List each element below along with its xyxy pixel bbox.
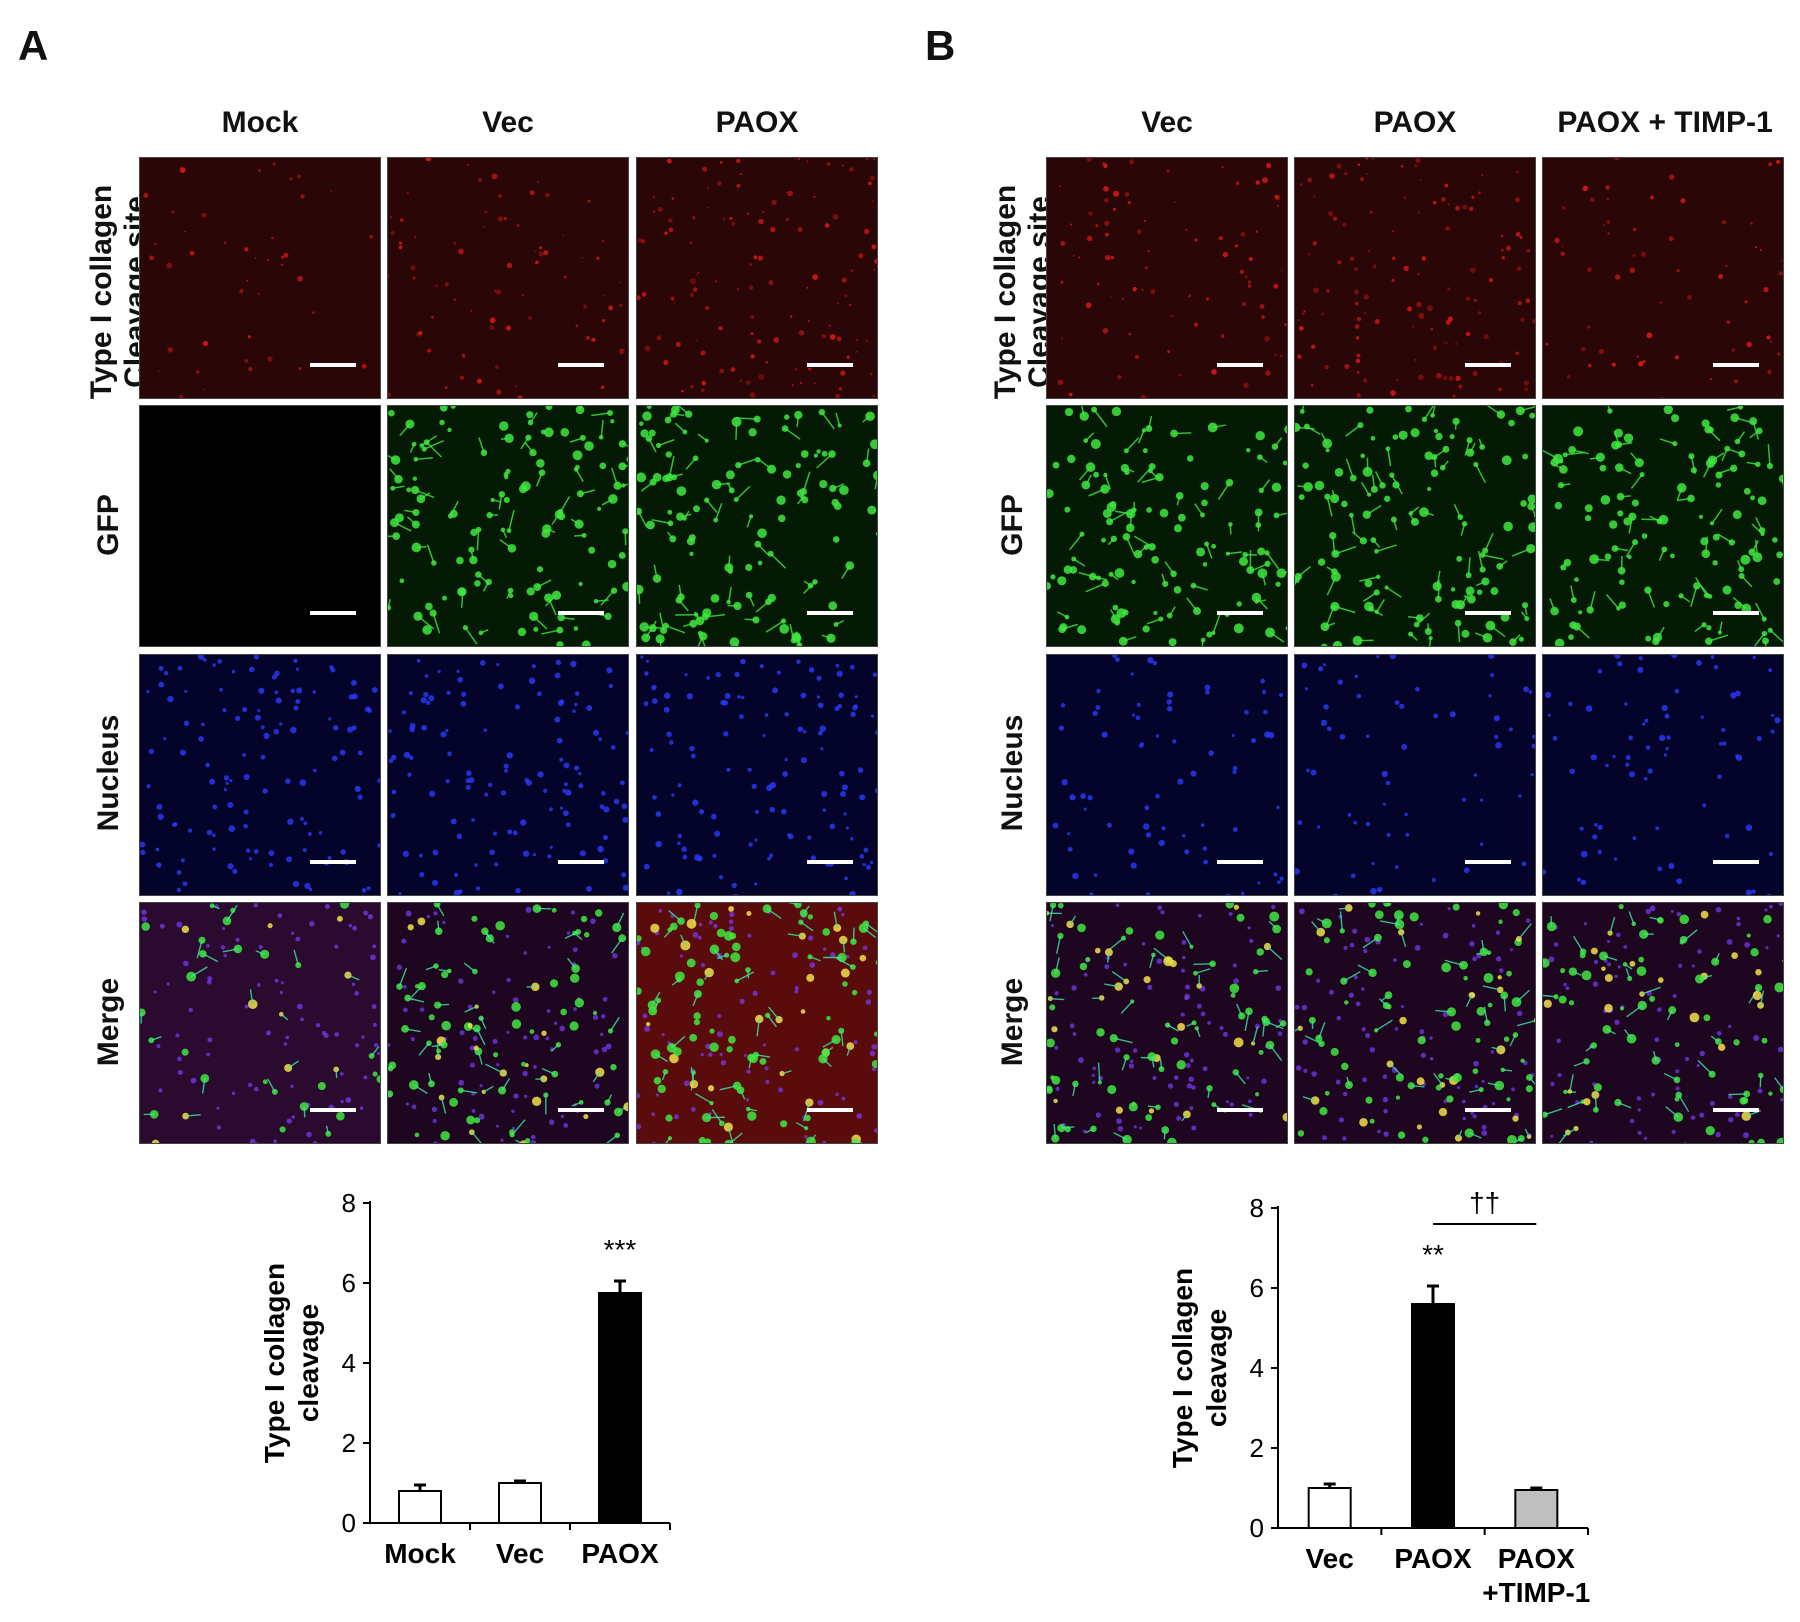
row-label-gfp: GFP — [92, 494, 125, 556]
panel-letter-a: A — [18, 22, 49, 69]
scale-bar — [1713, 611, 1759, 615]
y-tick-label: 0 — [1250, 1513, 1264, 1543]
scale-bar — [310, 1108, 356, 1112]
micrograph-tile — [387, 405, 629, 647]
row-label-line: Type I collagen — [989, 184, 1022, 400]
micrograph-tile — [1294, 654, 1536, 896]
y-tick-label: 4 — [342, 1348, 356, 1378]
y-tick-label: 8 — [342, 1188, 356, 1218]
scale-bar — [1713, 1108, 1759, 1112]
micrograph-tile — [139, 654, 381, 896]
y-tick-label: 4 — [1250, 1353, 1264, 1383]
scale-bar — [1465, 1108, 1511, 1112]
micrograph-tile — [1542, 157, 1784, 399]
significance-marker: *** — [604, 1234, 637, 1265]
y-tick-label: 6 — [1250, 1273, 1264, 1303]
scale-bar — [807, 611, 853, 615]
micrograph-tile — [387, 157, 629, 399]
column-header: PAOX — [1373, 106, 1457, 139]
scale-bar — [807, 860, 853, 864]
micrograph-tile — [139, 405, 381, 647]
column-header: Mock — [221, 106, 299, 139]
scale-bar — [558, 860, 604, 864]
micrograph-tile — [636, 405, 878, 647]
category-label: PAOX +TIMP-1 — [1482, 1543, 1590, 1608]
micrograph-tile — [636, 902, 878, 1144]
comparison-marker: †† — [1469, 1187, 1500, 1218]
y-tick-label: 0 — [342, 1508, 356, 1538]
category-label: PAOX — [581, 1538, 659, 1569]
micrograph-tile — [1294, 157, 1536, 399]
micrograph-tile — [387, 654, 629, 896]
bar — [1514, 1489, 1559, 1529]
micrograph-tile — [139, 157, 381, 399]
significance-marker: ** — [1422, 1239, 1444, 1270]
scale-bar — [1217, 860, 1263, 864]
row-label-merge: Merge — [92, 977, 125, 1067]
scale-bar — [1465, 363, 1511, 367]
scale-bar — [310, 611, 356, 615]
micrograph-tile — [1294, 405, 1536, 647]
y-tick-label: 2 — [1250, 1433, 1264, 1463]
bar-chart-a: 0 2 4 6 8 Type I collagen cleavage Mock Vec PAOX *… — [259, 1188, 671, 1569]
micrograph-tile — [1046, 405, 1288, 647]
scale-bar — [1217, 363, 1263, 367]
micrograph-tile — [1542, 654, 1784, 896]
scale-bar — [558, 363, 604, 367]
scale-bar — [310, 363, 356, 367]
bar — [1411, 1303, 1455, 1529]
micrograph-tile — [1294, 902, 1536, 1144]
y-axis-label: Type I collagen cleavage — [259, 1263, 324, 1463]
category-label: Vec — [496, 1538, 544, 1569]
micrograph-tile — [1046, 157, 1288, 399]
row-label-merge: Merge — [996, 977, 1029, 1067]
bar — [398, 1490, 442, 1524]
scale-bar — [1465, 611, 1511, 615]
micrograph-tile — [1046, 654, 1288, 896]
scale-bar — [807, 1108, 853, 1112]
scale-bar — [558, 611, 604, 615]
row-label-nucleus: Nucleus — [92, 714, 125, 832]
panel-letter-b: B — [925, 22, 956, 69]
category-label: PAOX — [1394, 1543, 1472, 1574]
column-header: PAOX + TIMP-1 — [1557, 106, 1773, 139]
scale-bar — [1217, 611, 1263, 615]
row-label-line: Type I collagen — [85, 184, 118, 400]
y-axis-label: Type I collagen cleavage — [1167, 1268, 1232, 1468]
category-label: Vec — [1306, 1543, 1354, 1574]
category-label: Mock — [384, 1538, 456, 1569]
y-tick-label: 2 — [342, 1428, 356, 1458]
micrograph-tile — [636, 157, 878, 399]
micrograph-tile — [1542, 902, 1784, 1144]
y-tick-label: 8 — [1250, 1193, 1264, 1223]
micrograph-tile — [139, 902, 381, 1144]
scale-bar — [310, 860, 356, 864]
micrograph-tile — [636, 654, 878, 896]
scale-bar — [1217, 1108, 1263, 1112]
bar — [498, 1482, 542, 1524]
scale-bar — [807, 363, 853, 367]
column-header: PAOX — [715, 106, 799, 139]
micrograph-tile — [387, 902, 629, 1144]
bar — [1307, 1487, 1352, 1529]
row-label-gfp: GFP — [996, 494, 1029, 556]
y-tick-label: 6 — [342, 1268, 356, 1298]
scale-bar — [558, 1108, 604, 1112]
column-header: Vec — [482, 106, 534, 139]
micrograph-tile — [1046, 902, 1288, 1144]
bar — [598, 1292, 642, 1524]
row-label-nucleus: Nucleus — [996, 714, 1029, 832]
scale-bar — [1465, 860, 1511, 864]
scale-bar — [1713, 363, 1759, 367]
micrograph-tile — [1542, 405, 1784, 647]
column-header: Vec — [1141, 106, 1193, 139]
scale-bar — [1713, 860, 1759, 864]
bar-chart-b: 0 2 4 6 8 Type I collagen cleavage Vec PAOX PAOX +… — [1167, 1187, 1590, 1608]
